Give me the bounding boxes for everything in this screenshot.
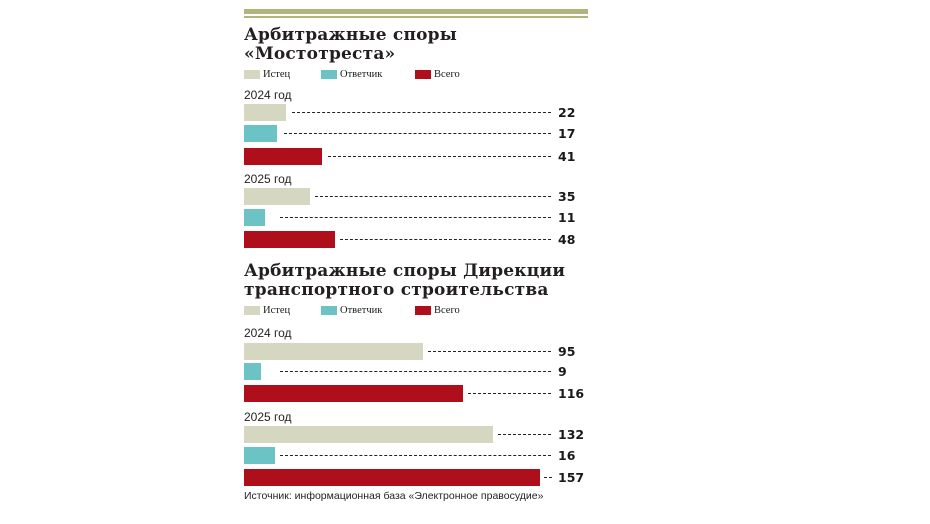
group-label: 2025 год [244,410,292,424]
bar-plaintiff [244,188,310,205]
value-label: 35 [558,189,576,204]
legend-swatch-plaintiff [244,70,260,79]
leader-line [428,351,551,352]
value-label: 16 [558,448,576,463]
bar-defendant [244,363,261,380]
bar-plaintiff [244,343,423,360]
chart-title-line1: Арбитражные споры [244,25,457,45]
legend-item-total: Всего [415,305,460,316]
bar-row: 22 [244,104,588,121]
legend-label: Ответчик [340,69,383,80]
legend-swatch-defendant [321,306,337,315]
group-label: 2025 год [244,172,292,186]
value-label: 95 [558,344,576,359]
bar-row: 17 [244,125,588,142]
bar-total [244,231,335,248]
top-rule-thin [244,16,588,18]
group-label: 2024 год [244,88,292,102]
leader-line [292,112,551,113]
bar-row: 11 [244,209,588,226]
value-label: 132 [558,427,585,442]
value-label: 22 [558,105,576,120]
legend-swatch-defendant [321,70,337,79]
leader-line [315,196,551,197]
legend-label: Всего [434,69,460,80]
legend: Истец Ответчик Всего [244,69,588,83]
source-note: Источник: информационная база «Электронн… [244,490,544,502]
value-label: 9 [558,364,567,379]
legend-label: Истец [263,305,291,316]
top-rule-thick [244,9,588,14]
bar-defendant [244,447,275,464]
legend-label: Всего [434,305,460,316]
bar-row: 48 [244,231,588,248]
bar-plaintiff [244,426,493,443]
leader-line [544,477,552,478]
bar-defendant [244,125,277,142]
leader-line [498,434,551,435]
chart-title-line1: Арбитражные споры Дирекции [244,261,566,281]
bar-row: 157 [244,469,588,486]
leader-line [280,217,551,218]
chart-title-line2: «Мостотреста» [244,44,396,64]
chart-title: Арбитражные споры «Мостотреста» [244,26,588,64]
value-label: 116 [558,386,585,401]
chart-title: Арбитражные споры Дирекции транспортного… [244,262,588,300]
legend-item-plaintiff: Истец [244,305,290,316]
chart-title-line2: транспортного строительства [244,280,549,300]
value-label: 11 [558,210,576,225]
value-label: 157 [558,470,585,485]
legend-swatch-total [415,306,431,315]
bar-row: 9 [244,363,588,380]
bar-row: 16 [244,447,588,464]
bar-total [244,148,322,165]
bar-defendant [244,209,265,226]
leader-line [468,393,551,394]
legend: Истец Ответчик Всего [244,305,588,319]
bar-row: 95 [244,343,588,360]
bar-row: 35 [244,188,588,205]
leader-line [328,156,551,157]
legend-label: Истец [263,69,291,80]
bar-total [244,469,540,486]
legend-item-total: Всего [415,69,460,80]
value-label: 41 [558,149,576,164]
bar-row: 116 [244,385,588,402]
group-label: 2024 год [244,326,292,340]
chart-transport-directorate: Арбитражные споры Дирекции транспортного… [244,262,588,319]
bar-total [244,385,463,402]
leader-line [280,455,551,456]
value-label: 48 [558,232,576,247]
leader-line [284,133,551,134]
value-label: 17 [558,126,576,141]
bar-row: 41 [244,148,588,165]
leader-line [340,239,551,240]
bar-row: 132 [244,426,588,443]
chart-mostotrest: Арбитражные споры «Мостотреста» Истец От… [244,26,588,83]
legend-item-plaintiff: Истец [244,69,290,80]
leader-line [280,371,551,372]
legend-swatch-plaintiff [244,306,260,315]
legend-item-defendant: Ответчик [321,69,382,80]
legend-label: Ответчик [340,305,383,316]
legend-swatch-total [415,70,431,79]
bar-plaintiff [244,104,286,121]
legend-item-defendant: Ответчик [321,305,382,316]
